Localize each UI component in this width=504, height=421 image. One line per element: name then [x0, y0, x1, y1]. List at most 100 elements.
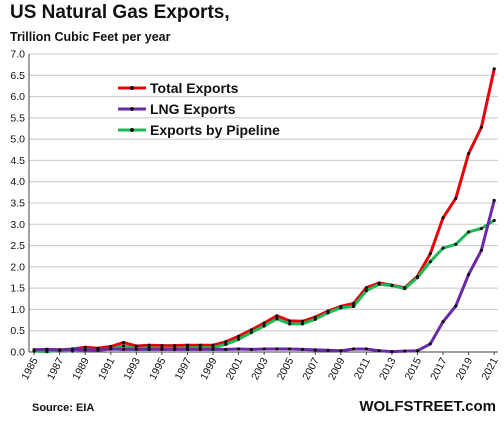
x-tick-label: 2005: [275, 356, 297, 382]
lng-exports-point: [275, 347, 279, 351]
brand-watermark: WOLFSTREET.com: [359, 398, 496, 415]
total-exports-point: [249, 328, 253, 332]
x-tick-label: 1987: [45, 356, 67, 382]
total-exports-point: [300, 319, 305, 323]
legend-marker-total-exports: [130, 86, 134, 90]
total-exports-point: [275, 314, 279, 318]
lng-exports-point: [364, 347, 368, 351]
exports-by-pipeline-point: [300, 322, 305, 326]
y-tick-label: 3.0: [10, 219, 25, 231]
total-exports-point: [134, 344, 138, 348]
total-exports-point: [364, 286, 368, 290]
exports-by-pipeline-point: [288, 322, 292, 326]
y-tick-label: 0.0: [10, 347, 25, 359]
lng-exports-point: [441, 320, 445, 324]
lng-exports-point: [109, 347, 113, 351]
x-tick-label: 1997: [173, 356, 195, 382]
y-tick-label: 6.5: [10, 70, 25, 82]
lng-exports-point: [83, 348, 87, 352]
lng-exports-point: [134, 347, 138, 352]
x-tick-label: 1993: [121, 356, 143, 382]
exports-by-pipeline-point: [467, 230, 471, 234]
total-exports-point: [441, 216, 445, 220]
lng-exports-point: [492, 198, 496, 203]
exports-by-pipeline-point: [492, 218, 496, 223]
lng-exports-line: [32, 198, 496, 354]
lng-exports-point: [224, 347, 228, 352]
chart-title: US Natural Gas Exports,: [10, 2, 230, 23]
lng-exports-point: [377, 349, 381, 353]
x-tick-label: 2017: [428, 356, 450, 382]
lng-exports-point: [249, 347, 253, 352]
y-tick-label: 6.0: [10, 91, 25, 103]
x-tick-label: 2013: [377, 356, 399, 382]
x-tick-label: 1989: [70, 356, 92, 382]
lng-exports-point: [58, 348, 62, 352]
x-tick-label: 2011: [352, 356, 373, 382]
x-tick-label: 2007: [300, 356, 322, 382]
x-tick-label: 2001: [224, 356, 246, 382]
x-tick-label: 2021: [479, 356, 501, 382]
lng-exports-point: [32, 348, 36, 352]
x-tick-label: 2003: [249, 356, 271, 382]
total-exports-point: [198, 343, 202, 347]
lng-exports-point: [326, 348, 330, 352]
lng-exports-point: [467, 272, 471, 277]
lng-exports-point: [403, 349, 407, 353]
exports-by-pipeline-point: [224, 342, 228, 346]
y-tick-label: 5.5: [10, 112, 25, 124]
legend-label-lng-exports: LNG Exports: [150, 101, 236, 117]
exports-by-pipeline-point: [403, 286, 407, 291]
total-exports-point: [492, 67, 496, 71]
y-tick-label: 5.0: [10, 134, 25, 146]
lng-exports-point: [121, 347, 126, 352]
exports-by-pipeline-point: [121, 344, 126, 348]
exports-by-pipeline-point: [377, 282, 381, 286]
lng-exports-point: [160, 347, 164, 352]
total-exports-point: [147, 343, 151, 347]
x-tick-label: 1991: [96, 356, 118, 382]
x-tick-label: 2009: [326, 356, 348, 382]
total-exports-point: [109, 344, 113, 349]
x-tick-label: 1995: [147, 356, 169, 382]
lng-exports-point: [351, 347, 356, 351]
total-exports-point: [224, 340, 228, 344]
lng-exports-point: [147, 347, 151, 352]
exports-by-pipeline-point: [390, 283, 394, 288]
y-tick-label: 3.5: [10, 198, 25, 210]
source-note: Source: EIA: [32, 402, 95, 414]
exports-by-pipeline-point: [326, 311, 330, 315]
lng-exports-point: [390, 349, 394, 354]
y-tick-label: 7.0: [10, 49, 25, 61]
exports-by-pipeline-point: [339, 306, 343, 310]
x-tick-label: 1985: [19, 356, 41, 382]
lng-exports-point: [198, 347, 202, 352]
exports-by-pipeline-point: [249, 330, 253, 335]
y-tick-label: 4.0: [10, 176, 25, 188]
chart-subtitle: Trillion Cubic Feet per year: [10, 30, 171, 44]
lng-exports-point: [454, 304, 458, 308]
lng-exports-point: [288, 347, 292, 351]
y-tick-label: 4.5: [10, 155, 25, 167]
total-exports-point: [185, 343, 190, 347]
lng-exports-point: [96, 348, 100, 352]
y-tick-label: 1.0: [10, 304, 25, 316]
exports-by-pipeline-point: [428, 260, 432, 264]
x-tick-label: 1999: [198, 356, 220, 382]
lng-exports-point: [300, 347, 305, 352]
x-tick-label: 2015: [403, 356, 425, 382]
legend-marker-exports-by-pipeline: [130, 128, 134, 132]
exports-by-pipeline-point: [441, 246, 445, 250]
lng-exports-point: [428, 342, 432, 346]
lng-exports-point: [45, 347, 49, 352]
legend-label-exports-by-pipeline: Exports by Pipeline: [150, 122, 280, 138]
y-tick-label: 1.5: [10, 283, 25, 295]
total-exports-line: [32, 67, 496, 352]
legend-marker-lng-exports: [130, 107, 134, 111]
exports-by-pipeline-point: [236, 337, 241, 341]
total-exports-point: [288, 319, 292, 323]
y-tick-label: 2.0: [10, 261, 25, 273]
lng-exports-point: [173, 347, 177, 352]
y-tick-label: 2.5: [10, 240, 25, 252]
